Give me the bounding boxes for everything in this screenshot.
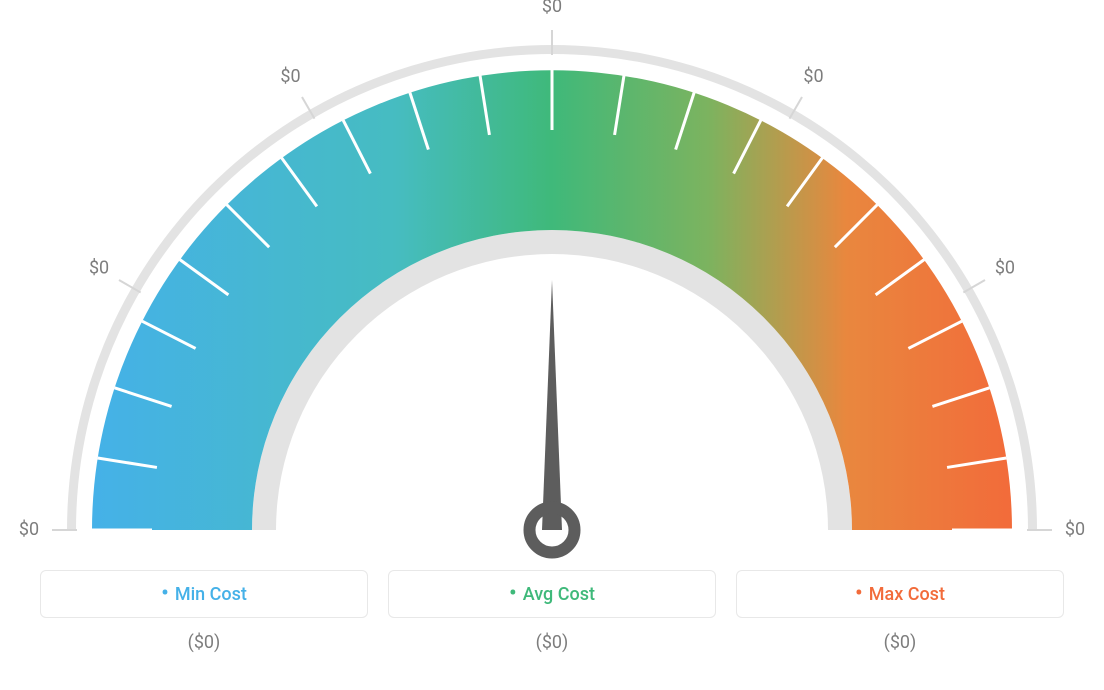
legend-item-max: • Max Cost ($0) (736, 570, 1064, 653)
legend-box-avg: • Avg Cost (388, 570, 716, 618)
gauge-needle (542, 280, 562, 530)
legend-value-max: ($0) (736, 632, 1064, 653)
legend-value-min: ($0) (40, 632, 368, 653)
gauge-container: $0 $0 $0 $0 $0 $0 $0 (0, 0, 1104, 560)
gauge-tick-label: $0 (803, 66, 823, 87)
legend-item-min: • Min Cost ($0) (40, 570, 368, 653)
legend-label-avg: Avg Cost (523, 584, 595, 605)
legend-dot-min: • (161, 583, 169, 605)
legend-box-max: • Max Cost (736, 570, 1064, 618)
gauge-chart: $0 $0 $0 $0 $0 $0 $0 (0, 0, 1104, 560)
legend-dot-max: • (855, 583, 863, 605)
gauge-tick-label: $0 (89, 257, 109, 278)
gauge-tick-label: $0 (19, 519, 39, 540)
legend-item-avg: • Avg Cost ($0) (388, 570, 716, 653)
legend-row: • Min Cost ($0) • Avg Cost ($0) • Max Co… (0, 560, 1104, 653)
legend-dot-avg: • (509, 583, 517, 605)
legend-label-max: Max Cost (869, 584, 945, 605)
gauge-tick-label: $0 (542, 0, 562, 17)
legend-box-min: • Min Cost (40, 570, 368, 618)
gauge-tick-label: $0 (280, 66, 300, 87)
gauge-tick-label: $0 (1065, 519, 1085, 540)
legend-value-avg: ($0) (388, 632, 716, 653)
gauge-tick-label: $0 (995, 257, 1015, 278)
legend-label-min: Min Cost (175, 584, 247, 605)
